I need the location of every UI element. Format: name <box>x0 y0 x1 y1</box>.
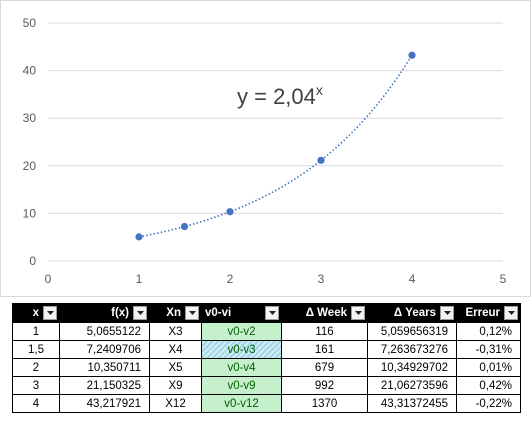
column-header-label: v0-vi <box>205 307 232 319</box>
column-header: x <box>12 303 60 323</box>
table-cell[interactable]: X3 <box>149 322 202 341</box>
filter-arrow-icon <box>268 311 276 315</box>
table-body: 1 5,0655122 X3 v0-v2 116 5,059656319 0,12% 1,5 7… <box>12 322 521 413</box>
table-cell[interactable]: v0-v3 <box>201 340 282 359</box>
table-cell[interactable]: 21,150325 <box>59 376 150 395</box>
data-point <box>408 51 416 59</box>
column-header-label: x <box>32 307 39 319</box>
column-header-label: Δ Years <box>393 307 436 319</box>
x-tick-label: 3 <box>318 272 325 286</box>
trendline-equation: y = 2,04x <box>237 82 323 109</box>
table-cell[interactable]: -0,22% <box>456 394 521 413</box>
column-header-label: Xn <box>166 307 181 319</box>
table-row: 1 5,0655122 X3 v0-v2 116 5,059656319 0,12% <box>12 322 521 341</box>
table-cell[interactable]: 1370 <box>281 394 368 413</box>
axis-tick-labels: 0 10 20 30 40 50 0 1 2 3 4 5 <box>23 16 507 286</box>
table-cell[interactable]: X12 <box>149 394 202 413</box>
column-header: f(x) <box>59 303 150 323</box>
trendline <box>138 54 413 238</box>
table-cell[interactable]: 161 <box>281 340 368 359</box>
table-cell[interactable]: 992 <box>281 376 368 395</box>
table-cell[interactable]: 3 <box>12 376 60 395</box>
gridlines <box>48 22 503 262</box>
column-header: v0-vi <box>201 303 282 323</box>
y-tick-label: 50 <box>23 16 37 30</box>
table-cell[interactable]: -0,31% <box>456 340 521 359</box>
x-tick-label: 5 <box>500 272 507 286</box>
equation-exponent: x <box>316 82 323 98</box>
table-cell[interactable]: v0-v2 <box>201 322 282 341</box>
filter-arrow-icon <box>354 311 362 315</box>
y-tick-label: 30 <box>23 111 37 125</box>
table-cell[interactable]: 7,263673276 <box>367 340 457 359</box>
table-cell[interactable]: 5,059656319 <box>367 322 457 341</box>
filter-dropdown-button[interactable] <box>351 306 365 320</box>
y-tick-label: 10 <box>23 206 37 220</box>
table-row: 1,5 7,2409706 X4 v0-v3 161 7,263673276 -0,31% <box>12 340 521 359</box>
filter-dropdown-button[interactable] <box>440 306 454 320</box>
table-row: 4 43,217921 X12 v0-v12 1370 43,31372455 -0,22% <box>12 394 521 413</box>
filter-arrow-icon <box>188 311 196 315</box>
table-cell[interactable]: 10,350711 <box>59 358 150 377</box>
y-tick-label: 40 <box>23 64 37 78</box>
chart-area[interactable]: 0 10 20 30 40 50 0 1 2 3 4 5 y = 2,04x <box>0 0 531 297</box>
table-header-row: x f(x) Xn v0-vi Δ Week Δ Years Erreur <box>12 303 521 323</box>
table-cell[interactable]: 4 <box>12 394 60 413</box>
data-point <box>180 222 189 231</box>
x-tick-label: 1 <box>136 272 143 286</box>
x-tick-label: 4 <box>409 272 416 286</box>
filter-dropdown-button[interactable] <box>504 306 518 320</box>
table-cell[interactable]: X4 <box>149 340 202 359</box>
table-cell[interactable]: v0-v9 <box>201 376 282 395</box>
table-cell[interactable]: v0-v4 <box>201 358 282 377</box>
data-points <box>135 51 416 241</box>
x-tick-label: 2 <box>227 272 234 286</box>
scatter-chart: 0 10 20 30 40 50 0 1 2 3 4 5 y = 2,04x <box>23 16 507 286</box>
table-cell[interactable]: 116 <box>281 322 368 341</box>
filter-dropdown-button[interactable] <box>265 306 279 320</box>
table-cell[interactable]: 10,34929702 <box>367 358 457 377</box>
equation-base: y = 2,04 <box>237 84 316 109</box>
column-header: Xn <box>149 303 202 323</box>
table-cell[interactable]: 43,31372455 <box>367 394 457 413</box>
table-cell[interactable]: 7,2409706 <box>59 340 150 359</box>
table-cell[interactable]: 2 <box>12 358 60 377</box>
table-cell[interactable]: 679 <box>281 358 368 377</box>
filter-dropdown-button[interactable] <box>185 306 199 320</box>
column-header: Erreur <box>456 303 521 323</box>
table-cell[interactable]: 5,0655122 <box>59 322 150 341</box>
column-header: Δ Week <box>281 303 368 323</box>
table-cell[interactable]: v0-v12 <box>201 394 282 413</box>
x-tick-label: 0 <box>45 272 52 286</box>
table-row: 2 10,350711 X5 v0-v4 679 10,34929702 0,01% <box>12 358 521 377</box>
table-row: 3 21,150325 X9 v0-v9 992 21,06273596 0,42% <box>12 376 521 395</box>
data-point <box>226 208 234 216</box>
column-header-label: Δ Week <box>305 307 347 319</box>
filter-arrow-icon <box>507 311 515 315</box>
table-cell[interactable]: X9 <box>149 376 202 395</box>
table-cell[interactable]: 0,12% <box>456 322 521 341</box>
table-cell[interactable]: 21,06273596 <box>367 376 457 395</box>
y-tick-label: 20 <box>23 159 37 173</box>
table-cell[interactable]: X5 <box>149 358 202 377</box>
table-cell[interactable]: 1,5 <box>12 340 60 359</box>
column-header: Δ Years <box>367 303 457 323</box>
data-point <box>317 156 325 164</box>
table-cell[interactable]: 0,01% <box>456 358 521 377</box>
table-cell[interactable]: 0,42% <box>456 376 521 395</box>
filter-arrow-icon <box>136 311 144 315</box>
filter-dropdown-button[interactable] <box>133 306 147 320</box>
column-header-label: f(x) <box>111 307 129 319</box>
table-cell[interactable]: 43,217921 <box>59 394 150 413</box>
y-tick-label: 0 <box>29 254 36 268</box>
data-point <box>135 233 143 241</box>
filter-arrow-icon <box>443 311 451 315</box>
filter-arrow-icon <box>46 311 54 315</box>
column-header-label: Erreur <box>465 307 500 319</box>
table-cell[interactable]: 1 <box>12 322 60 341</box>
filter-dropdown-button[interactable] <box>43 306 57 320</box>
data-table: x f(x) Xn v0-vi Δ Week Δ Years Erreur 1 5,06551… <box>12 303 521 413</box>
